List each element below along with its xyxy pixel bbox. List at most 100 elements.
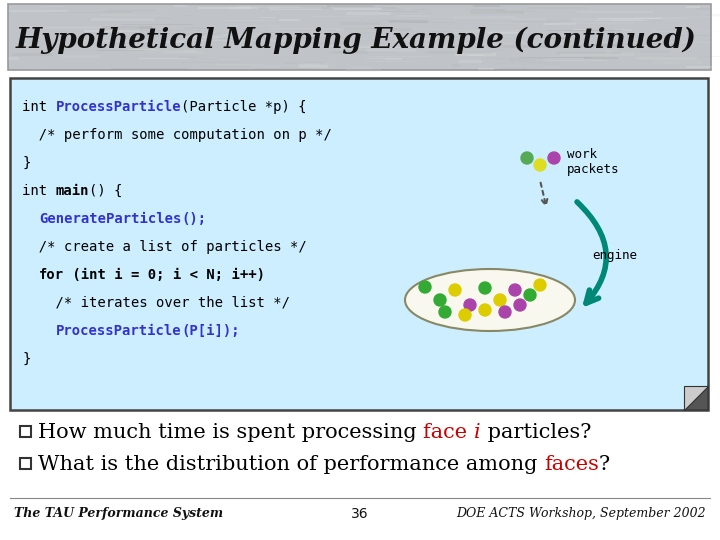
FancyBboxPatch shape bbox=[548, 37, 564, 39]
FancyBboxPatch shape bbox=[181, 15, 192, 16]
FancyBboxPatch shape bbox=[397, 15, 429, 17]
FancyBboxPatch shape bbox=[20, 458, 31, 469]
FancyBboxPatch shape bbox=[379, 11, 418, 12]
Circle shape bbox=[534, 159, 546, 171]
FancyBboxPatch shape bbox=[303, 63, 330, 65]
Circle shape bbox=[419, 281, 431, 293]
Circle shape bbox=[524, 289, 536, 301]
Text: (int i = 0; i < N; i++): (int i = 0; i < N; i++) bbox=[64, 268, 265, 282]
FancyBboxPatch shape bbox=[503, 45, 582, 48]
FancyBboxPatch shape bbox=[261, 32, 283, 33]
FancyBboxPatch shape bbox=[25, 26, 102, 29]
FancyBboxPatch shape bbox=[378, 29, 445, 30]
FancyBboxPatch shape bbox=[482, 58, 547, 59]
Circle shape bbox=[459, 309, 471, 321]
FancyBboxPatch shape bbox=[455, 53, 496, 56]
FancyBboxPatch shape bbox=[686, 66, 720, 68]
FancyBboxPatch shape bbox=[614, 50, 670, 53]
Circle shape bbox=[434, 294, 446, 306]
FancyBboxPatch shape bbox=[499, 36, 525, 37]
Circle shape bbox=[449, 284, 461, 296]
FancyBboxPatch shape bbox=[181, 4, 243, 6]
FancyBboxPatch shape bbox=[509, 59, 543, 63]
FancyBboxPatch shape bbox=[326, 45, 391, 46]
FancyBboxPatch shape bbox=[183, 50, 195, 51]
FancyBboxPatch shape bbox=[269, 7, 321, 10]
FancyBboxPatch shape bbox=[593, 19, 649, 21]
FancyBboxPatch shape bbox=[557, 23, 634, 24]
FancyBboxPatch shape bbox=[572, 18, 640, 21]
Circle shape bbox=[534, 279, 546, 291]
FancyBboxPatch shape bbox=[338, 8, 392, 9]
FancyBboxPatch shape bbox=[498, 63, 515, 64]
FancyBboxPatch shape bbox=[120, 24, 193, 25]
FancyBboxPatch shape bbox=[453, 16, 518, 19]
FancyBboxPatch shape bbox=[170, 40, 243, 41]
FancyBboxPatch shape bbox=[238, 6, 301, 8]
FancyBboxPatch shape bbox=[469, 11, 524, 14]
FancyBboxPatch shape bbox=[299, 65, 328, 68]
FancyBboxPatch shape bbox=[124, 30, 200, 31]
FancyBboxPatch shape bbox=[325, 19, 372, 21]
FancyBboxPatch shape bbox=[634, 17, 663, 19]
Text: /* perform some computation on p */: /* perform some computation on p */ bbox=[22, 128, 332, 142]
FancyBboxPatch shape bbox=[230, 6, 279, 10]
FancyBboxPatch shape bbox=[456, 70, 501, 71]
FancyBboxPatch shape bbox=[385, 58, 402, 60]
FancyBboxPatch shape bbox=[139, 58, 189, 59]
FancyBboxPatch shape bbox=[389, 20, 428, 23]
FancyBboxPatch shape bbox=[127, 49, 157, 50]
FancyBboxPatch shape bbox=[689, 30, 720, 32]
FancyBboxPatch shape bbox=[459, 60, 482, 63]
Text: (Particle *p) {: (Particle *p) { bbox=[181, 100, 307, 114]
FancyBboxPatch shape bbox=[49, 12, 102, 13]
Circle shape bbox=[479, 282, 491, 294]
FancyBboxPatch shape bbox=[12, 53, 53, 56]
FancyBboxPatch shape bbox=[284, 62, 323, 64]
FancyBboxPatch shape bbox=[518, 57, 591, 58]
FancyBboxPatch shape bbox=[238, 40, 289, 41]
FancyBboxPatch shape bbox=[90, 26, 128, 28]
FancyBboxPatch shape bbox=[451, 30, 525, 33]
Text: }: } bbox=[22, 156, 30, 170]
FancyBboxPatch shape bbox=[522, 38, 537, 39]
FancyBboxPatch shape bbox=[544, 23, 576, 25]
Text: particles?: particles? bbox=[481, 422, 591, 442]
FancyBboxPatch shape bbox=[497, 10, 535, 12]
FancyBboxPatch shape bbox=[30, 25, 87, 26]
FancyBboxPatch shape bbox=[233, 34, 310, 36]
FancyBboxPatch shape bbox=[99, 15, 162, 16]
Circle shape bbox=[494, 294, 506, 306]
FancyBboxPatch shape bbox=[434, 31, 466, 32]
Text: The TAU Performance System: The TAU Performance System bbox=[14, 508, 223, 521]
FancyBboxPatch shape bbox=[489, 23, 531, 24]
FancyBboxPatch shape bbox=[250, 25, 279, 26]
Circle shape bbox=[464, 299, 476, 311]
Text: DOE ACTS Workshop, September 2002: DOE ACTS Workshop, September 2002 bbox=[456, 508, 706, 521]
FancyBboxPatch shape bbox=[366, 50, 415, 52]
Circle shape bbox=[521, 152, 533, 164]
Text: }: } bbox=[22, 352, 30, 366]
FancyBboxPatch shape bbox=[10, 78, 708, 410]
FancyBboxPatch shape bbox=[369, 56, 429, 57]
FancyBboxPatch shape bbox=[91, 18, 154, 21]
FancyBboxPatch shape bbox=[395, 38, 438, 39]
FancyBboxPatch shape bbox=[545, 12, 573, 14]
FancyBboxPatch shape bbox=[8, 57, 19, 59]
Text: int: int bbox=[22, 100, 55, 114]
FancyBboxPatch shape bbox=[535, 59, 606, 62]
FancyBboxPatch shape bbox=[510, 18, 547, 21]
FancyBboxPatch shape bbox=[665, 56, 678, 57]
FancyBboxPatch shape bbox=[312, 16, 364, 17]
FancyBboxPatch shape bbox=[112, 18, 172, 19]
Circle shape bbox=[548, 152, 560, 164]
FancyBboxPatch shape bbox=[35, 50, 96, 51]
FancyBboxPatch shape bbox=[330, 51, 369, 54]
FancyBboxPatch shape bbox=[346, 12, 391, 15]
FancyBboxPatch shape bbox=[251, 6, 330, 9]
Circle shape bbox=[479, 304, 491, 316]
FancyBboxPatch shape bbox=[526, 6, 589, 9]
FancyBboxPatch shape bbox=[547, 30, 621, 31]
FancyBboxPatch shape bbox=[135, 33, 189, 36]
FancyBboxPatch shape bbox=[478, 69, 494, 70]
